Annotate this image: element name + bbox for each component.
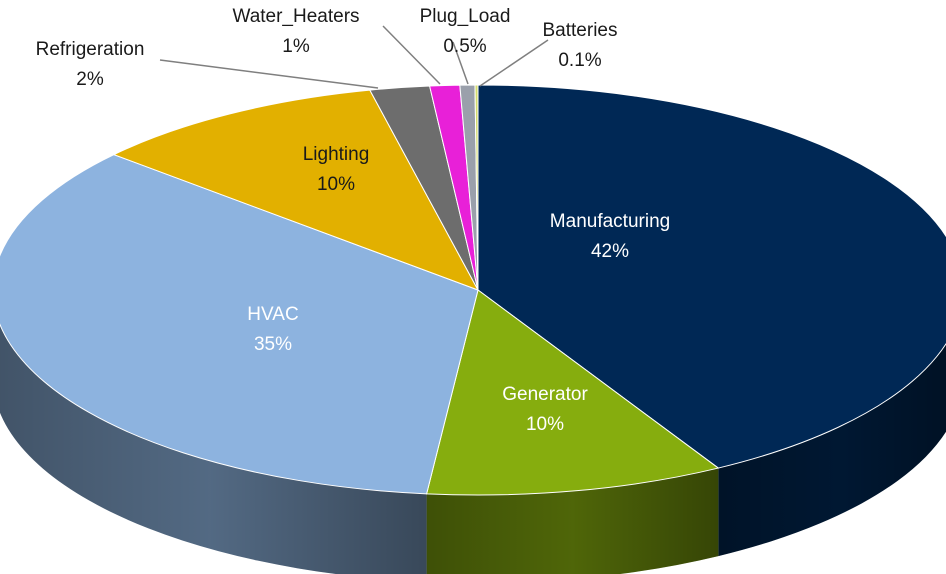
leader-line-batteries (479, 39, 549, 87)
slice-generator (425, 289, 720, 496)
slice-value-water-heaters: 1% (282, 36, 310, 57)
slice-label-plug-load: Plug_Load (420, 6, 511, 27)
slice-label-water-heaters: Water_Heaters (232, 6, 359, 27)
pie-sides (0, 324, 946, 574)
slice-side-manufacturing-shade (718, 343, 946, 557)
slice-side-generator-shade (426, 468, 719, 574)
slice-label-hvac: HVAC (247, 304, 298, 325)
slice-value-refrigeration: 2% (76, 69, 104, 90)
slice-lighting (112, 89, 480, 291)
slice-value-lighting: 10% (317, 174, 355, 195)
leader-line-water-heaters (382, 25, 441, 85)
slice-value-hvac: 35% (254, 334, 292, 355)
leader-line-refrigeration (159, 59, 379, 89)
pie-slices (0, 84, 946, 496)
slice-label-lighting: Lighting (303, 144, 370, 165)
slice-label-refrigeration: Refrigeration (36, 39, 145, 60)
slice-value-manufacturing: 42% (591, 241, 629, 262)
leader-lines (159, 25, 549, 89)
slice-manufacturing (477, 84, 946, 469)
slice-label-batteries: Batteries (543, 20, 618, 41)
slice-side-hvac-shade (0, 324, 427, 574)
slice-labels: Manufacturing 42% Generator 10% HVAC 35% Light… (36, 6, 671, 435)
slice-value-plug-load: 0.5% (443, 36, 486, 57)
slice-label-manufacturing: Manufacturing (550, 211, 670, 232)
slice-value-batteries: 0.1% (558, 50, 601, 71)
slice-value-generator: 10% (526, 414, 564, 435)
slice-label-generator: Generator (502, 384, 588, 405)
slice-hvac (0, 154, 479, 495)
leader-line-plug-load (452, 41, 469, 85)
slice-batteries (474, 84, 479, 291)
